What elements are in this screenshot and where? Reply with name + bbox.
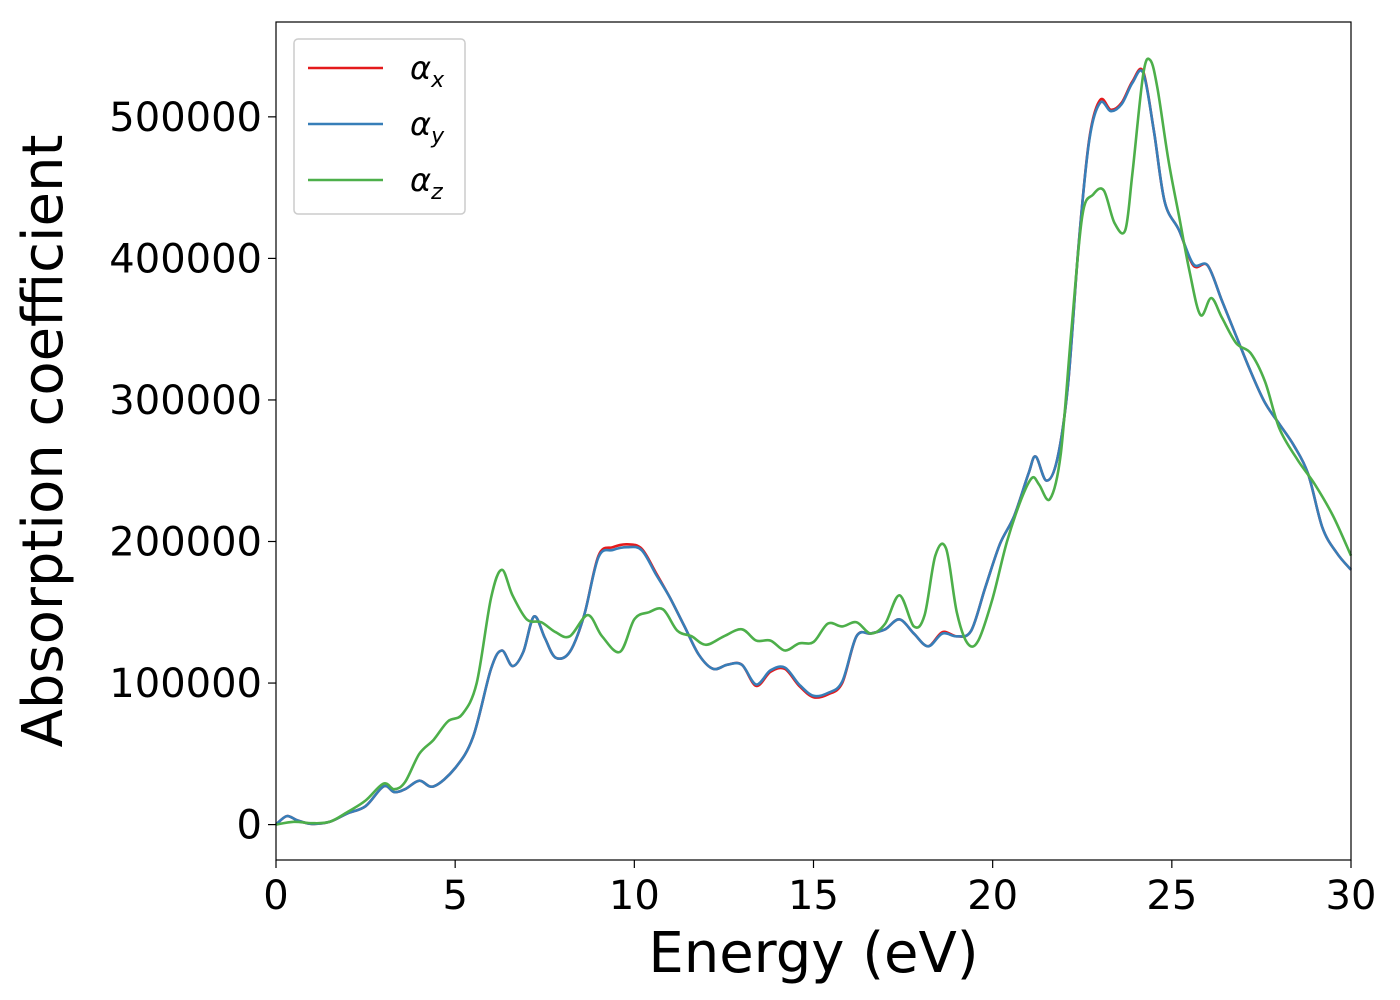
y-tick-label: 500000 <box>109 95 262 141</box>
x-tick-label: 15 <box>788 873 839 919</box>
series-line-z <box>275 57 1353 826</box>
series-layer <box>275 57 1353 826</box>
x-axis: 0 5 10 15 20 25 30 <box>263 860 1376 919</box>
y-tick-label: 100000 <box>109 661 262 707</box>
series-line-y <box>275 69 1352 826</box>
y-tick-label: 400000 <box>109 236 262 282</box>
legend-label-x: αx <box>410 49 445 93</box>
legend: αx αy αz <box>293 38 466 215</box>
x-axis-label: Energy (eV) <box>648 921 978 986</box>
x-tick-label: 0 <box>263 873 288 919</box>
x-tick-label: 5 <box>442 873 467 919</box>
x-tick-label: 25 <box>1146 873 1197 919</box>
y-tick-label: 200000 <box>109 520 262 566</box>
x-tick-label: 30 <box>1326 873 1377 919</box>
legend-label-y: αy <box>410 105 445 149</box>
y-tick-label: 0 <box>237 803 262 849</box>
y-tick-label: 300000 <box>109 378 262 424</box>
legend-label-z: αz <box>410 161 443 205</box>
x-tick-label: 10 <box>609 873 660 919</box>
y-axis-label: Absorption coefficient <box>11 135 76 748</box>
legend-box <box>293 38 466 215</box>
y-axis: 0 100000 200000 300000 400000 500000 <box>109 95 276 849</box>
x-tick-label: 20 <box>967 873 1018 919</box>
